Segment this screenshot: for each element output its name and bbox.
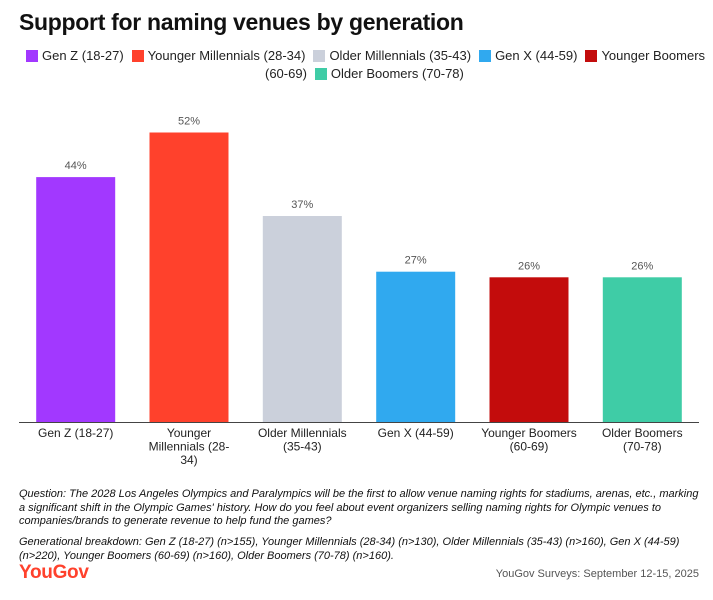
data-label-2: 52% [178, 116, 200, 128]
bar-1 [36, 177, 116, 422]
legend-swatch [585, 50, 598, 62]
legend-swatch [26, 50, 38, 62]
x-tick-label-6: Older Boomers (70-78) [602, 426, 683, 454]
legend-row-2: (60-69) Older Boomers (70-78) [26, 65, 706, 83]
x-tick-label-1: Gen Z (18-27) [38, 426, 113, 440]
legend-item-older-millennials: Older Millennials (35-43) [313, 47, 471, 65]
x-tick-label-5: Younger Boomers (60-69) [481, 426, 577, 454]
x-tick-label-3: Older Millennials (35-43) [258, 426, 347, 454]
yougov-logo: YouGov [19, 562, 89, 583]
breakdown-note: Generational breakdown: Gen Z (18-27) (n… [19, 536, 680, 562]
bar-2 [149, 132, 229, 422]
legend-label: Older Boomers (70-78) [330, 66, 464, 81]
legend-label-continuation: (60-69) [265, 66, 307, 81]
legend-label: Gen X (44-59) [495, 48, 578, 63]
data-label-5: 26% [518, 260, 540, 272]
legend: Gen Z (18-27) Younger Millennials (28-34… [26, 47, 706, 83]
data-label-3: 37% [291, 199, 313, 211]
question-note: Question: The 2028 Los Angeles Olympics … [19, 488, 699, 527]
source-note: YouGov Surveys: September 12-15, 2025 [495, 568, 699, 580]
bar-chart: 44% Gen Z (18-27) 52% Younger Millennials (2… [19, 116, 699, 467]
legend-label: Younger Boomers [601, 48, 706, 63]
legend-item-gen-z: Gen Z (18-27) [26, 47, 124, 65]
legend-label: Younger Millennials (28-34) [147, 48, 306, 63]
legend-row-1: Gen Z (18-27) Younger Millennials (28-34… [26, 47, 706, 65]
bar-5 [489, 277, 569, 422]
legend-swatch [479, 50, 492, 62]
legend-swatch [314, 68, 327, 80]
x-tick-label-2: Younger Millennials (28-34) [149, 426, 230, 467]
bar-6 [602, 277, 682, 422]
bar-3 [262, 216, 342, 422]
legend-item-older-boomers: Older Boomers (70-78) [314, 65, 464, 83]
legend-swatch [313, 50, 326, 62]
legend-item-gen-x: Gen X (44-59) [479, 47, 577, 65]
bar-4 [376, 271, 456, 422]
legend-item-younger-millennials: Younger Millennials (28-34) [131, 47, 306, 65]
legend-label: Gen Z (18-27) [42, 48, 124, 63]
data-label-6: 26% [631, 260, 653, 272]
legend-swatch [131, 50, 144, 62]
legend-label: Older Millennials (35-43) [329, 48, 472, 63]
legend-item-younger-boomers: Younger Boomers [585, 47, 705, 65]
data-label-4: 27% [405, 255, 427, 267]
x-tick-label-4: Gen X (44-59) [378, 426, 454, 440]
data-label-1: 44% [65, 160, 87, 172]
chart-title: Support for naming venues by generation [19, 9, 464, 35]
